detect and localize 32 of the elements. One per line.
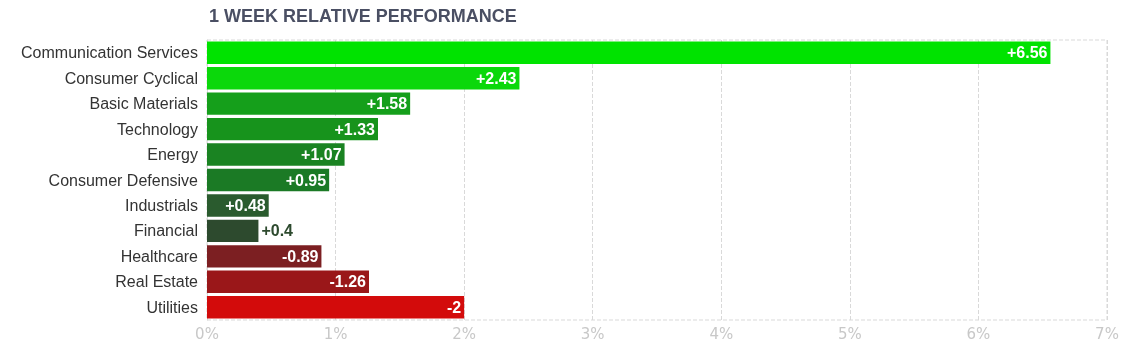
data-label: +2.43 — [475, 69, 517, 87]
data-label: +1.58 — [366, 95, 408, 113]
y-tick-label: Consumer Defensive — [48, 171, 199, 189]
y-tick-label: Healthcare — [120, 247, 199, 265]
y-tick-label: Basic Materials — [89, 95, 198, 113]
bar — [207, 117, 378, 141]
data-label: -2 — [446, 298, 462, 316]
y-tick-label: Industrials — [125, 196, 198, 214]
y-tick-label: Utilities — [146, 298, 198, 316]
bar — [207, 270, 369, 294]
data-label: -0.89 — [281, 247, 319, 265]
bar — [207, 41, 1051, 64]
data-label: +1.07 — [301, 146, 342, 164]
bar — [207, 143, 345, 166]
bar — [207, 92, 411, 115]
y-tick-label: Financial — [133, 222, 198, 240]
y-tick-label: Energy — [147, 146, 198, 164]
y-tick-label: Communication Services — [21, 44, 198, 62]
data-label: +0.4 — [261, 222, 294, 240]
y-tick-label: Real Estate — [115, 273, 199, 291]
y-tick-label: Technology — [117, 120, 198, 138]
data-label: -1.26 — [329, 273, 367, 291]
bar — [207, 66, 520, 90]
bar — [207, 219, 259, 243]
y-tick-label: Consumer Cyclical — [64, 69, 198, 87]
data-label: +0.48 — [225, 196, 266, 214]
data-label: +1.33 — [334, 120, 376, 138]
bar — [207, 296, 465, 319]
data-label: +6.56 — [1006, 44, 1048, 62]
data-label: +0.95 — [285, 171, 327, 189]
bar — [207, 245, 322, 268]
chart-title: 1 WEEK RELATIVE PERFORMANCE — [209, 6, 517, 26]
